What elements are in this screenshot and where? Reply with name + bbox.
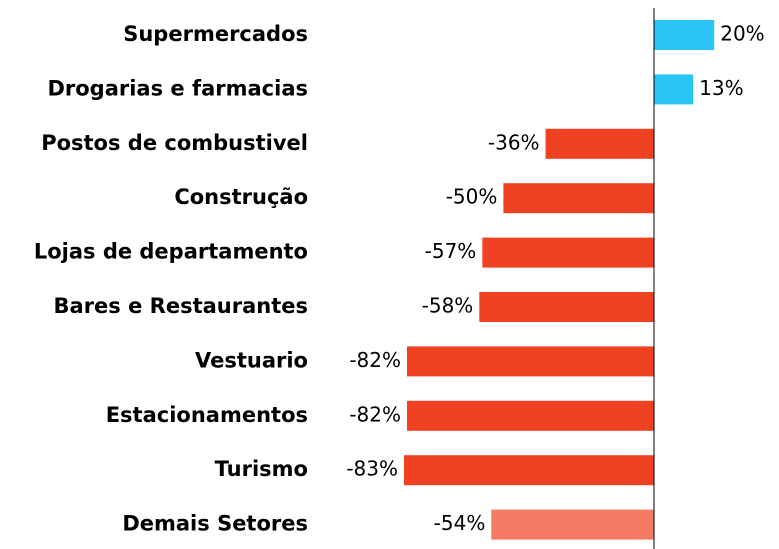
category-label: Demais Setores — [122, 512, 308, 536]
value-label: -50% — [446, 185, 498, 209]
value-label: -82% — [349, 402, 401, 426]
category-label: Postos de combustivel — [41, 131, 308, 155]
value-label: -57% — [425, 239, 477, 263]
category-label: Turismo — [215, 457, 308, 481]
category-label: Estacionamentos — [106, 403, 308, 427]
bar — [404, 455, 654, 486]
category-label: Construção — [174, 185, 308, 209]
bar — [503, 183, 654, 214]
value-label: -36% — [488, 130, 540, 154]
category-label: Lojas de departamento — [34, 240, 308, 264]
bar — [479, 292, 654, 322]
value-label: -83% — [346, 457, 398, 481]
category-label: Bares e Restaurantes — [54, 294, 308, 318]
bar — [407, 400, 654, 431]
category-label: Supermercados — [123, 22, 308, 46]
bar — [654, 74, 694, 105]
category-label: Drogarias e farmacias — [47, 76, 308, 100]
bar — [654, 20, 715, 50]
value-label: 13% — [699, 76, 743, 100]
value-label: 20% — [720, 22, 764, 46]
bar — [482, 237, 654, 268]
value-label: -54% — [434, 511, 486, 535]
category-label: Vestuario — [195, 348, 308, 372]
value-label: -58% — [422, 294, 474, 318]
bar — [491, 509, 654, 540]
bar — [545, 128, 654, 159]
value-label: -82% — [349, 348, 401, 372]
bar — [407, 346, 654, 377]
